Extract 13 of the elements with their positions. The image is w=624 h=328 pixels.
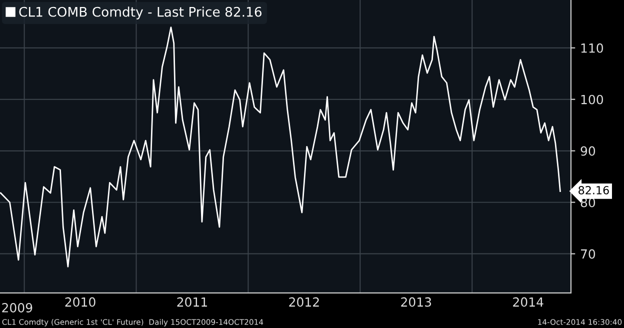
data-label: 82.16 [578,186,609,194]
line-series [0,26,561,268]
x-tick-label: 2011 [177,297,207,307]
y-tick-label: 100 [581,94,604,104]
x-tick-label: 2013 [401,297,432,307]
x-tick-label: 2012 [289,297,319,307]
text: 2009 [2,303,32,312]
y-tick-label: 70 [581,249,596,259]
x-tick-label: 2010 [65,297,96,307]
y-tick-label: 90 [580,146,596,156]
y-tick-label: 110 [581,43,604,53]
x-tick-label: 2014 [513,297,544,307]
legend-label: CL1 COMB Comdty - Last Price 82.16 [19,6,262,20]
